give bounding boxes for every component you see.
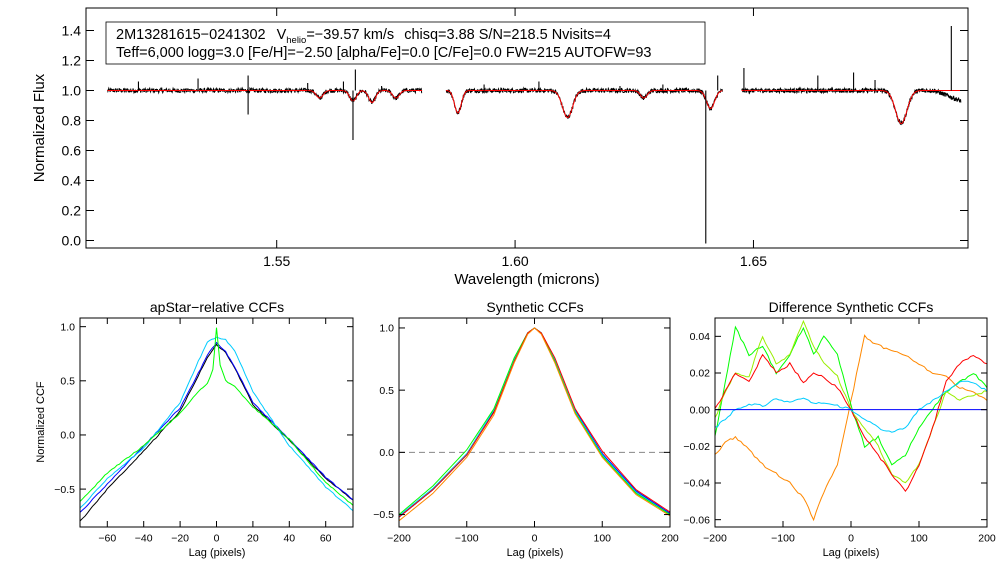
ccf-series-visit-orange bbox=[399, 327, 670, 522]
series-group bbox=[715, 319, 987, 522]
ccf-series-visit-cyan bbox=[80, 336, 353, 512]
synthetic-ccf-plot-area bbox=[399, 327, 670, 522]
ccf-series-visit-blue bbox=[80, 341, 353, 513]
spectrum-frame bbox=[85, 7, 969, 249]
difference-ccf-ticks: −200 −100 0 100 200 −0.06 −0.04 −0.02 0.00 0.02 0.… bbox=[683, 318, 996, 545]
x-tick-label: 60 bbox=[320, 533, 332, 545]
y-tick-label: 0.00 bbox=[690, 404, 711, 416]
y-tick-label: 1.2 bbox=[62, 52, 82, 68]
header-line-2: Teff=6,000 logg=3.0 [Fe/H]=−2.50 [alpha/… bbox=[116, 45, 651, 61]
velocity-value: =−39.57 km/s bbox=[306, 27, 394, 43]
x-tick-label: −100 bbox=[455, 533, 479, 545]
difference-ccf-panel: Difference Synthetic CCFs −200 −100 0 100 20… bbox=[683, 299, 995, 559]
ccf-series-visit-green bbox=[80, 327, 353, 506]
x-tick-label: −200 bbox=[703, 533, 727, 545]
y-tick-label: 0.02 bbox=[690, 368, 711, 380]
y-tick-label: 1.4 bbox=[62, 22, 82, 38]
ccf-series-combined-black bbox=[80, 343, 353, 522]
x-tick-label: 40 bbox=[283, 533, 295, 545]
fit-stats: chisq=3.88 S/N=218.5 Nvisits=4 bbox=[404, 27, 611, 43]
apstar-ccf-plot-area bbox=[80, 327, 353, 522]
x-tick-label: 100 bbox=[593, 533, 611, 545]
y-tick-label: 0.4 bbox=[62, 172, 82, 188]
velocity-label: V bbox=[277, 27, 287, 43]
header-line-1: 2M13281615−0241302 Vhelio=−39.57 km/s chis… bbox=[116, 27, 611, 46]
difference-ccf-plot-area bbox=[715, 319, 987, 522]
y-tick-label: 0.5 bbox=[60, 375, 75, 387]
synthetic-ccf-panel: Synthetic CCFs −200 −100 0 100 200 −0.5 0.0 0.5… bbox=[373, 299, 679, 559]
y-tick-label: −0.5 bbox=[373, 509, 394, 521]
x-tick-label: −100 bbox=[771, 533, 795, 545]
apstar-ccf-ylabel: Normalized CCF bbox=[35, 381, 47, 463]
y-tick-label: 1.0 bbox=[379, 323, 394, 335]
series-group bbox=[80, 327, 353, 522]
synthetic-ccf-xlabel: Lag (pixels) bbox=[507, 547, 564, 559]
series-group bbox=[399, 327, 670, 522]
star-id: 2M13281615−0241302 bbox=[116, 27, 266, 43]
ccf-series-diff-lime bbox=[715, 319, 987, 484]
x-tick-label: 1.60 bbox=[501, 253, 528, 269]
x-tick-label: 200 bbox=[978, 533, 996, 545]
x-tick-label: 20 bbox=[247, 533, 259, 545]
velocity-subscript: helio bbox=[286, 35, 306, 46]
y-tick-label: 0.6 bbox=[62, 142, 82, 158]
ccf-series-diff-cyan bbox=[715, 380, 987, 433]
y-tick-label: 0.0 bbox=[379, 447, 394, 459]
apstar-ccf-ticks: −60 −40 −20 0 20 40 60 −0.5 0.0 0.5 1.0 bbox=[54, 318, 353, 545]
x-tick-label: 1.65 bbox=[740, 253, 767, 269]
y-tick-label: −0.5 bbox=[54, 484, 75, 496]
y-tick-label: 1.0 bbox=[62, 82, 82, 98]
spectrum-ylabel: Normalized Flux bbox=[31, 73, 48, 182]
y-tick-label: 0.04 bbox=[690, 331, 711, 343]
y-tick-label: 1.0 bbox=[60, 321, 75, 333]
y-tick-label: 0.0 bbox=[60, 430, 75, 442]
header-box-frame bbox=[105, 21, 706, 65]
difference-ccf-xlabel: Lag (pixels) bbox=[823, 547, 880, 559]
apstar-ccf-title: apStar−relative CCFs bbox=[150, 299, 284, 315]
y-tick-label: 0.2 bbox=[62, 202, 82, 218]
y-tick-label: −0.04 bbox=[683, 478, 710, 490]
model-spectrum-chip-3 bbox=[741, 90, 961, 125]
spectrum-xlabel: Wavelength (microns) bbox=[454, 271, 599, 288]
x-tick-label: −20 bbox=[171, 533, 189, 545]
x-tick-label: 200 bbox=[661, 533, 679, 545]
difference-ccf-title: Difference Synthetic CCFs bbox=[769, 299, 934, 315]
synthetic-ccf-title: Synthetic CCFs bbox=[486, 299, 583, 315]
x-tick-label: −200 bbox=[387, 533, 411, 545]
apstar-ccf-panel: apStar−relative CCFs −60 −40 −20 0 20 40 60 −0.… bbox=[35, 299, 354, 559]
apstar-ccf-xlabel: Lag (pixels) bbox=[189, 547, 246, 559]
x-tick-label: 0 bbox=[532, 533, 538, 545]
x-tick-label: 100 bbox=[910, 533, 928, 545]
spectrum-plot-area bbox=[106, 26, 962, 244]
synthetic-ccf-ticks: −200 −100 0 100 200 −0.5 0.0 0.5 1.0 bbox=[373, 318, 679, 545]
spectrum-ticks: 1.55 1.60 1.65 0.0 0.2 0.4 0.6 0.8 1.0 1.2 1.4 bbox=[62, 8, 968, 269]
model-spectrum-chip-2 bbox=[445, 90, 723, 119]
x-tick-label: −60 bbox=[98, 533, 116, 545]
model-spectrum-chip-1 bbox=[107, 90, 423, 103]
spectrum-header-box: 2M13281615−0241302 Vhelio=−39.57 km/s chis… bbox=[105, 21, 706, 65]
y-tick-label: 0.8 bbox=[62, 112, 82, 128]
y-tick-label: 0.5 bbox=[379, 385, 394, 397]
y-tick-label: −0.06 bbox=[683, 514, 710, 526]
ccf-series-diff-red bbox=[715, 353, 987, 492]
spectrum-panel: 1.55 1.60 1.65 0.0 0.2 0.4 0.6 0.8 1.0 1.2 1.4 Wav… bbox=[31, 7, 969, 288]
x-tick-label: 1.55 bbox=[263, 253, 290, 269]
x-tick-label: 0 bbox=[848, 533, 854, 545]
x-tick-label: 0 bbox=[214, 533, 220, 545]
y-tick-label: 0.0 bbox=[62, 232, 82, 248]
x-tick-label: −40 bbox=[135, 533, 153, 545]
y-tick-label: −0.02 bbox=[683, 441, 710, 453]
